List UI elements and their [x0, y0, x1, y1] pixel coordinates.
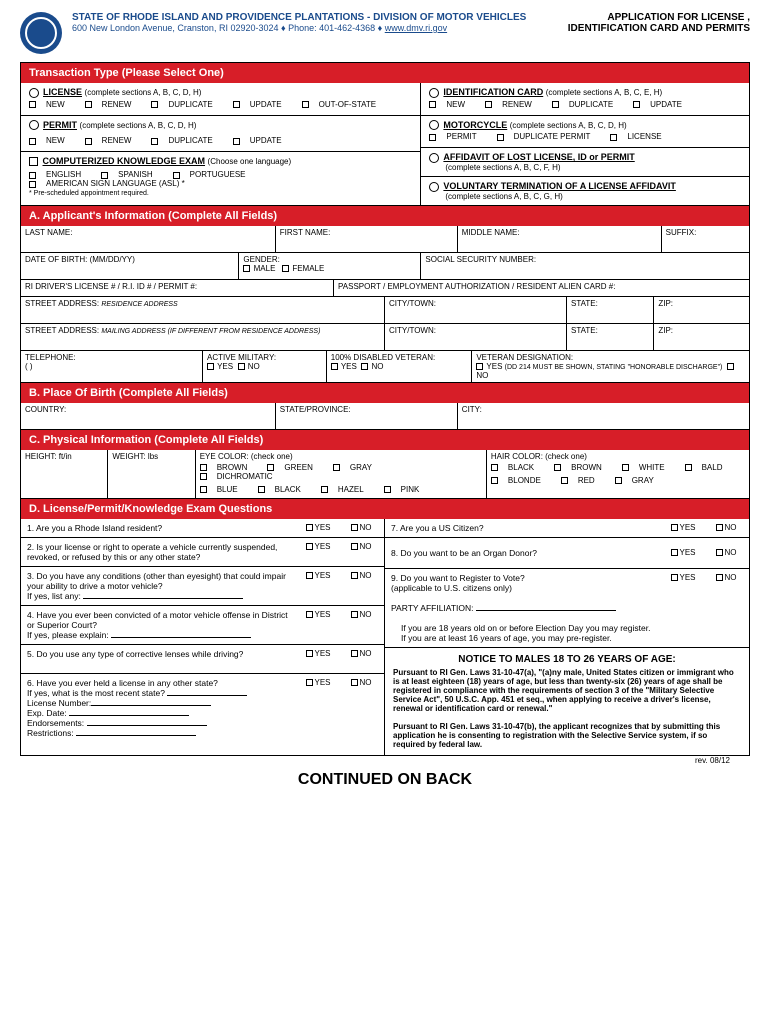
ri-license-field[interactable]: RI DRIVER'S LICENSE # / R.I. ID # / PERM… — [21, 280, 334, 296]
middle-name-field[interactable]: MIDDLE NAME: — [458, 226, 662, 252]
exam-option[interactable]: COMPUTERIZED KNOWLEDGE EXAM (Choose one … — [21, 152, 420, 201]
passport-field[interactable]: PASSPORT / EMPLOYMENT AUTHORIZATION / RE… — [334, 280, 749, 296]
transaction-header: Transaction Type (Please Select One) — [21, 63, 749, 83]
q8[interactable]: 8. Do you want to be an Organ Donor?YESN… — [385, 538, 749, 569]
continued-notice: CONTINUED ON BACK — [20, 765, 750, 795]
disabled-veteran-field[interactable]: 100% DISABLED VETERAN: YES NO — [327, 351, 473, 382]
permit-option[interactable]: PERMIT (complete sections A, B, C, D, H)… — [21, 116, 420, 153]
hair-color-field[interactable]: HAIR COLOR: (check one) BLACKBROWNWHITEB… — [487, 450, 749, 498]
weight-field[interactable]: WEIGHT: lbs — [108, 450, 195, 498]
selective-service-notice: NOTICE TO MALES 18 TO 26 YEARS OF AGE: P… — [385, 648, 749, 755]
residence-state-field[interactable]: STATE: — [567, 297, 654, 323]
dmv-url[interactable]: www.dmv.ri.gov — [385, 23, 447, 33]
residence-city-field[interactable]: CITY/TOWN: — [385, 297, 567, 323]
residence-zip-field[interactable]: ZIP: — [654, 297, 749, 323]
q6[interactable]: 6. Have you ever held a license in any o… — [21, 674, 384, 742]
q4[interactable]: 4. Have you ever been convicted of a mot… — [21, 606, 384, 645]
last-name-field[interactable]: LAST NAME: — [21, 226, 276, 252]
q1[interactable]: 1. Are you a Rhode Island resident?YESNO — [21, 519, 384, 538]
form-title: APPLICATION FOR LICENSE , IDENTIFICATION… — [568, 12, 750, 34]
suffix-field[interactable]: SUFFIX: — [662, 226, 749, 252]
idcard-option[interactable]: IDENTIFICATION CARD (complete sections A… — [421, 83, 749, 116]
state-province-field[interactable]: STATE/PROVINCE: — [276, 403, 458, 429]
q9[interactable]: 9. Do you want to Register to Vote?(appl… — [385, 569, 749, 648]
mailing-address-field[interactable]: STREET ADDRESS: MAILING ADDRESS (IF DIFF… — [21, 324, 385, 350]
revision-date: rev. 08/12 — [20, 756, 750, 765]
agency-title: STATE OF RHODE ISLAND AND PROVIDENCE PLA… — [72, 12, 558, 23]
agency-address: 600 New London Avenue, Cranston, RI 0292… — [72, 23, 558, 33]
motorcycle-option[interactable]: MOTORCYCLE (complete sections A, B, C, D… — [421, 116, 749, 149]
affidavit-option[interactable]: AFFIDAVIT OF LOST LICENSE, ID or PERMIT … — [421, 148, 749, 177]
mailing-city-field[interactable]: CITY/TOWN: — [385, 324, 567, 350]
height-field[interactable]: HEIGHT: ft/in — [21, 450, 108, 498]
eye-color-field[interactable]: EYE COLOR: (check one) BROWNGREENGRAYDIC… — [196, 450, 487, 498]
form-header: STATE OF RHODE ISLAND AND PROVIDENCE PLA… — [20, 12, 750, 54]
residence-address-field[interactable]: STREET ADDRESS: RESIDENCE ADDRESS — [21, 297, 385, 323]
q2[interactable]: 2. Is your license or right to operate a… — [21, 538, 384, 567]
mailing-zip-field[interactable]: ZIP: — [654, 324, 749, 350]
ssn-field[interactable]: SOCIAL SECURITY NUMBER: — [421, 253, 749, 279]
state-seal-icon — [20, 12, 62, 54]
section-b-header: B. Place Of Birth (Complete All Fields) — [21, 383, 749, 403]
section-c-header: C. Physical Information (Complete All Fi… — [21, 430, 749, 450]
q5[interactable]: 5. Do you use any type of corrective len… — [21, 645, 384, 674]
telephone-field[interactable]: TELEPHONE:( ) — [21, 351, 203, 382]
active-military-field[interactable]: ACTIVE MILITARY: YES NO — [203, 351, 327, 382]
q7[interactable]: 7. Are you a US Citizen?YESNO — [385, 519, 749, 538]
q3[interactable]: 3. Do you have any conditions (other tha… — [21, 567, 384, 606]
voluntary-option[interactable]: VOLUNTARY TERMINATION OF A LICENSE AFFID… — [421, 177, 749, 205]
mailing-state-field[interactable]: STATE: — [567, 324, 654, 350]
dob-field[interactable]: DATE OF BIRTH: (MM/DD/YY) — [21, 253, 239, 279]
birth-city-field[interactable]: CITY: — [458, 403, 749, 429]
veteran-designation-field[interactable]: VETERAN DESIGNATION: YES (DD 214 MUST BE… — [472, 351, 749, 382]
section-d-header: D. License/Permit/Knowledge Exam Questio… — [21, 499, 749, 519]
gender-field[interactable]: GENDER: MALE FEMALE — [239, 253, 421, 279]
country-field[interactable]: COUNTRY: — [21, 403, 276, 429]
first-name-field[interactable]: FIRST NAME: — [276, 226, 458, 252]
license-option[interactable]: LICENSE (complete sections A, B, C, D, H… — [21, 83, 420, 116]
section-a-header: A. Applicant's Information (Complete All… — [21, 206, 749, 226]
